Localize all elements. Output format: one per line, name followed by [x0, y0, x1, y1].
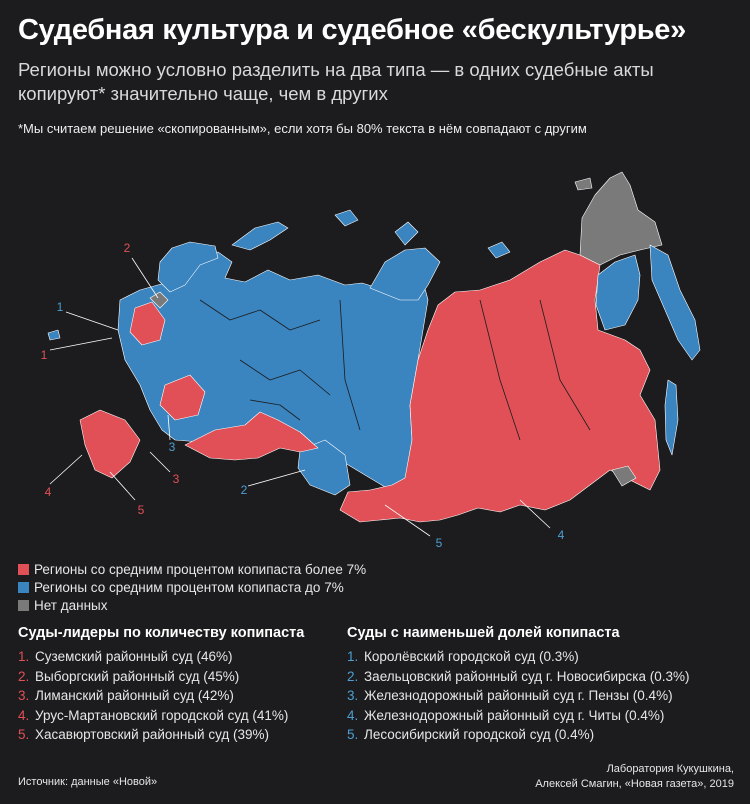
legend-item-low: Регионы со средним процентом копипаста д… — [18, 578, 366, 596]
list-item: 1. Суземский районный суд (46%) — [18, 649, 304, 669]
credits-line: Лаборатория Кукушкина, — [606, 763, 734, 775]
credits-line: Алексей Смагин, «Новая газета», 2019 — [535, 778, 734, 790]
map-region-boundaries — [199, 299, 591, 441]
map-region-south-siberia-blue — [297, 439, 351, 496]
list-number: 3. — [18, 688, 30, 703]
list-text: Лесосибирский городской суд (0.4%) — [364, 727, 595, 742]
callout-blue-1: 1 — [57, 300, 64, 314]
list-item: 3. Железнодорожный районный суд г. Пензы… — [347, 688, 690, 708]
map-region-caucasus-red — [79, 409, 141, 479]
map-region-kamchatka — [649, 244, 701, 361]
map-island-severnaya-zemlya — [394, 221, 419, 246]
list-number: 2. — [18, 668, 30, 684]
callout-red-4: 4 — [45, 485, 52, 499]
map-island-novaya-zemlya — [231, 221, 289, 251]
list-text: Железнодорожный районный суд г. Читы (0.… — [364, 707, 665, 723]
list-text: Железнодорожный районный суд г. Пензы (0… — [364, 688, 673, 703]
legend-label: Регионы со средним процентом копипаста б… — [34, 561, 367, 577]
legend-item-no-data: Нет данных — [18, 596, 366, 614]
legend-item-high: Регионы со средним процентом копипаста б… — [18, 560, 366, 578]
map-region-kaliningrad — [47, 329, 61, 341]
legend-label: Нет данных — [34, 597, 108, 613]
map-region-magadan — [595, 254, 641, 331]
leaders-title: Суды-лидеры по количеству копипаста — [18, 625, 305, 641]
list-number: 1. — [347, 649, 359, 664]
map-region-primorye-no-data — [611, 465, 637, 487]
map-region-central-red — [129, 301, 166, 346]
list-item: 2. Выборгский районный суд (45%) — [18, 669, 304, 689]
legend-swatch-grey — [18, 599, 29, 611]
list-item: 5. Хасавюртовский районный суд (39%) — [18, 727, 304, 747]
map-region-taimyr — [369, 247, 441, 301]
list-text: Лиманский районный суд (42%) — [35, 688, 234, 703]
page-title: Судебная культура и судебное «бескультур… — [18, 14, 686, 46]
list-item: 2. Заельцовский районный суд г. Новосиби… — [347, 669, 690, 689]
map-region-volga-red — [159, 374, 206, 421]
list-number: 4. — [18, 707, 30, 723]
list-item: 3. Лиманский районный суд (42%) — [18, 688, 304, 708]
map-island-new-siberian — [487, 241, 511, 259]
leaders-list: Суды-лидеры по количеству копипаста 1. С… — [18, 625, 304, 747]
map-region-south-red — [184, 411, 319, 461]
map-region-chukotka-no-data — [579, 171, 663, 266]
credits: Лаборатория Кукушкина, Алексей Смагин, «… — [535, 762, 734, 792]
list-number: 3. — [347, 688, 359, 703]
list-text: Хасавюртовский районный суд (39%) — [35, 727, 270, 742]
map-region-moscow-grey — [149, 291, 169, 309]
list-text: Выборгский районный суд (45%) — [35, 668, 240, 684]
callout-blue-4: 4 — [558, 528, 565, 542]
callout-blue-2: 2 — [241, 483, 248, 497]
list-item: 5. Лесосибирский городской суд (0.4%) — [347, 727, 690, 747]
map-legend: Регионы со средним процентом копипаста б… — [18, 560, 366, 614]
lowest-list: Суды с наименьшей долей копипаста 1. Кор… — [347, 625, 690, 747]
callout-blue-5: 5 — [436, 536, 443, 550]
callout-red-1: 1 — [41, 348, 48, 362]
list-number: 1. — [18, 649, 30, 664]
callout-blue-3: 3 — [169, 440, 176, 454]
callout-red-3: 3 — [173, 472, 180, 486]
legend-swatch-red — [18, 563, 29, 575]
footnote: *Мы считаем решение «скопированным», есл… — [18, 121, 587, 136]
list-text: Суземский районный суд (46%) — [35, 649, 233, 664]
list-item: 4. Урус-Мартановский городской суд (41%) — [18, 708, 304, 728]
list-item: 4. Железнодорожный районный суд г. Читы … — [347, 708, 690, 728]
callout-red-2: 2 — [124, 241, 131, 255]
legend-swatch-blue — [18, 581, 29, 593]
map-island-franz-josef — [334, 209, 359, 227]
russia-regions-map: 2 1 3 4 5 1 2 3 4 5 — [41, 171, 701, 550]
list-number: 5. — [18, 727, 30, 742]
legend-label: Регионы со средним процентом копипаста д… — [34, 579, 344, 595]
list-number: 4. — [347, 707, 359, 723]
map-island-sakhalin — [664, 379, 679, 456]
list-text: Заельцовский районный суд г. Новосибирск… — [364, 668, 690, 684]
callout-red-5: 5 — [138, 503, 145, 517]
lowest-title: Суды с наименьшей долей копипаста — [347, 625, 620, 641]
list-number: 5. — [347, 727, 359, 742]
map-island-wrangel — [574, 177, 593, 191]
source-note: Источник: данные «Новой» — [18, 776, 158, 788]
list-number: 2. — [347, 668, 359, 684]
list-text: Урус-Мартановский городской суд (41%) — [35, 707, 289, 723]
map-region-kola — [157, 241, 219, 293]
list-text: Королёвский городской суд (0.3%) — [364, 649, 579, 664]
list-item: 1. Королёвский городской суд (0.3%) — [347, 649, 690, 669]
page-subtitle: Регионы можно условно разделить на два т… — [18, 59, 654, 104]
